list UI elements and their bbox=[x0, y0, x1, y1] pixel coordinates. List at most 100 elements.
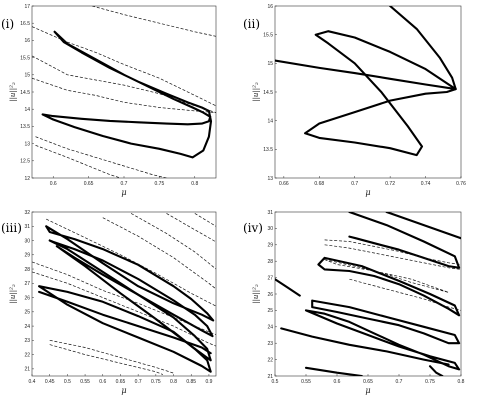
y-tick-label: 21 bbox=[24, 367, 30, 373]
x-tick-label: 0.76 bbox=[456, 181, 466, 187]
x-tick-label: 0.6 bbox=[99, 379, 106, 385]
x-axis-label: μ bbox=[365, 188, 370, 197]
dashed-branch-12 bbox=[324, 259, 449, 293]
x-tick-label: 0.8 bbox=[191, 181, 198, 187]
solid-branch-2 bbox=[48, 239, 214, 338]
solid-branch-1 bbox=[45, 225, 215, 322]
x-tick-label: 0.74 bbox=[421, 181, 431, 187]
y-tick-label: 15.5 bbox=[20, 55, 30, 61]
y-tick-label: 15 bbox=[24, 73, 30, 79]
solid-branch-4 bbox=[311, 299, 461, 345]
y-tick-label: 25 bbox=[267, 308, 273, 314]
y-tick-label: 24 bbox=[24, 324, 30, 330]
x-tick-label: 0.6 bbox=[334, 379, 341, 385]
panel-4: 0.5 0.55 0.6 0.65 0.7 0.75 0.8 21 22 23 24 25 26 27 28… bbox=[243, 210, 465, 395]
x-tick-label: 0.6 bbox=[50, 181, 57, 187]
y-axis-label: ||u||²₂ bbox=[9, 82, 17, 102]
solid-branch-9 bbox=[428, 365, 444, 376]
dashed-branch-8 bbox=[130, 213, 216, 270]
x-tick-label: 0.65 bbox=[116, 379, 126, 385]
solid-branch-5 bbox=[304, 309, 461, 371]
y-tick-label: 15 bbox=[267, 61, 273, 67]
dashed-branch-4 bbox=[32, 55, 216, 113]
x-tick-label: 0.75 bbox=[155, 181, 165, 187]
x-tick-label: 0.8 bbox=[170, 379, 177, 385]
y-tick-label: 14.5 bbox=[263, 90, 273, 96]
dashed-branch-2 bbox=[92, 6, 216, 37]
x-tick-label: 0.65 bbox=[363, 379, 373, 385]
panel-label: (i) bbox=[1, 17, 14, 31]
y-tick-label: 26 bbox=[24, 295, 30, 301]
y-tick-label: 25 bbox=[24, 310, 30, 316]
x-tick-label: 0.72 bbox=[385, 181, 395, 187]
solid-branch-3 bbox=[55, 245, 212, 362]
plot-frame bbox=[31, 211, 217, 377]
x-tick-label: 0.68 bbox=[314, 181, 324, 187]
dashed-branch-3 bbox=[32, 26, 216, 107]
solid-branch-1 bbox=[41, 30, 213, 159]
y-tick-label: 29 bbox=[267, 243, 273, 249]
x-tick-label: 0.5 bbox=[64, 379, 71, 385]
x-tick-label: 0.85 bbox=[186, 379, 196, 385]
x-tick-label: 0.55 bbox=[80, 379, 90, 385]
solid-branch-7 bbox=[275, 278, 301, 297]
y-tick-label: 28 bbox=[24, 267, 30, 273]
x-tick-label: 0.4 bbox=[29, 379, 36, 385]
panel-label: (iv) bbox=[243, 221, 263, 235]
y-tick-label: 14.5 bbox=[20, 90, 30, 96]
y-tick-label: 23 bbox=[24, 338, 30, 344]
solid-branch-3 bbox=[317, 256, 461, 317]
x-tick-label: 0.7 bbox=[121, 181, 128, 187]
x-tick-label: 0.55 bbox=[301, 379, 311, 385]
dashed-branch-5 bbox=[32, 77, 216, 113]
y-axis-label: ||u||²₂ bbox=[252, 82, 260, 102]
solid-branch-8 bbox=[304, 366, 363, 376]
y-tick-label: 26 bbox=[267, 292, 273, 298]
dashed-branch-14 bbox=[49, 344, 164, 375]
x-tick-label: 0.45 bbox=[45, 379, 55, 385]
y-tick-label: 13 bbox=[24, 141, 30, 147]
y-tick-label: 16 bbox=[24, 38, 30, 44]
panel-label: (ii) bbox=[243, 17, 260, 31]
y-tick-label: 31 bbox=[24, 224, 30, 230]
x-tick-label: 0.9 bbox=[205, 379, 212, 385]
y-tick-label: 27 bbox=[267, 275, 273, 281]
solid-branch-5 bbox=[38, 290, 212, 355]
y-tick-label: 16.5 bbox=[20, 21, 30, 27]
y-tick-label: 21 bbox=[267, 374, 273, 380]
y-tick-label: 15.5 bbox=[263, 32, 273, 38]
y-tick-label: 16 bbox=[267, 4, 273, 10]
panel-1: 0.6 0.65 0.7 0.75 0.8 12 12.5 13 13.5 14 14.5 15 15.… bbox=[1, 4, 217, 197]
y-tick-label: 27 bbox=[24, 281, 30, 287]
y-tick-label: 22 bbox=[24, 352, 30, 358]
y-axis-label: ||u||²₂ bbox=[9, 284, 17, 304]
y-tick-label: 12 bbox=[24, 176, 30, 182]
y-tick-label: 22 bbox=[267, 357, 273, 363]
solid-branch-1 bbox=[275, 59, 457, 91]
x-tick-label: 0.66 bbox=[279, 181, 289, 187]
y-tick-label: 13.5 bbox=[20, 124, 30, 130]
dashed-branch-13 bbox=[349, 278, 461, 311]
y-tick-label: 13.5 bbox=[263, 147, 273, 153]
x-tick-label: 0.65 bbox=[84, 181, 94, 187]
plot-frame bbox=[274, 5, 462, 179]
panel-3: 0.4 0.45 0.5 0.55 0.6 0.65 0.7 0.75 0.8 0.85 0.9 21… bbox=[1, 210, 217, 395]
dashed-branch-7 bbox=[35, 144, 121, 178]
x-tick-label: 0.75 bbox=[425, 379, 435, 385]
solid-branch-4 bbox=[38, 285, 212, 373]
y-tick-label: 30 bbox=[24, 238, 30, 244]
x-tick-label: 0.7 bbox=[135, 379, 142, 385]
y-tick-label: 12.5 bbox=[20, 159, 30, 165]
y-tick-label: 14 bbox=[267, 118, 273, 124]
dashed-branch-9 bbox=[166, 213, 216, 243]
x-tick-label: 0.7 bbox=[351, 181, 358, 187]
x-tick-label: 0.8 bbox=[458, 379, 465, 385]
x-axis-label: μ bbox=[121, 188, 126, 197]
y-tick-label: 23 bbox=[267, 341, 273, 347]
dashed-branch-13 bbox=[49, 339, 174, 374]
y-tick-label: 30 bbox=[267, 226, 273, 232]
y-tick-label: 14 bbox=[24, 107, 30, 113]
solid-branch-2 bbox=[385, 212, 461, 240]
y-tick-label: 24 bbox=[267, 325, 273, 331]
